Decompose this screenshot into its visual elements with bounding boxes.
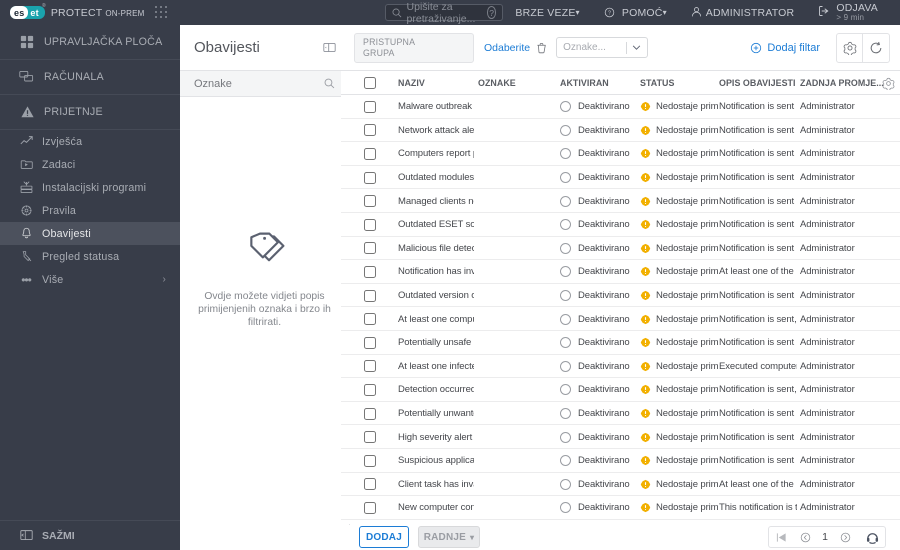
svg-text:?: ? bbox=[608, 11, 611, 17]
